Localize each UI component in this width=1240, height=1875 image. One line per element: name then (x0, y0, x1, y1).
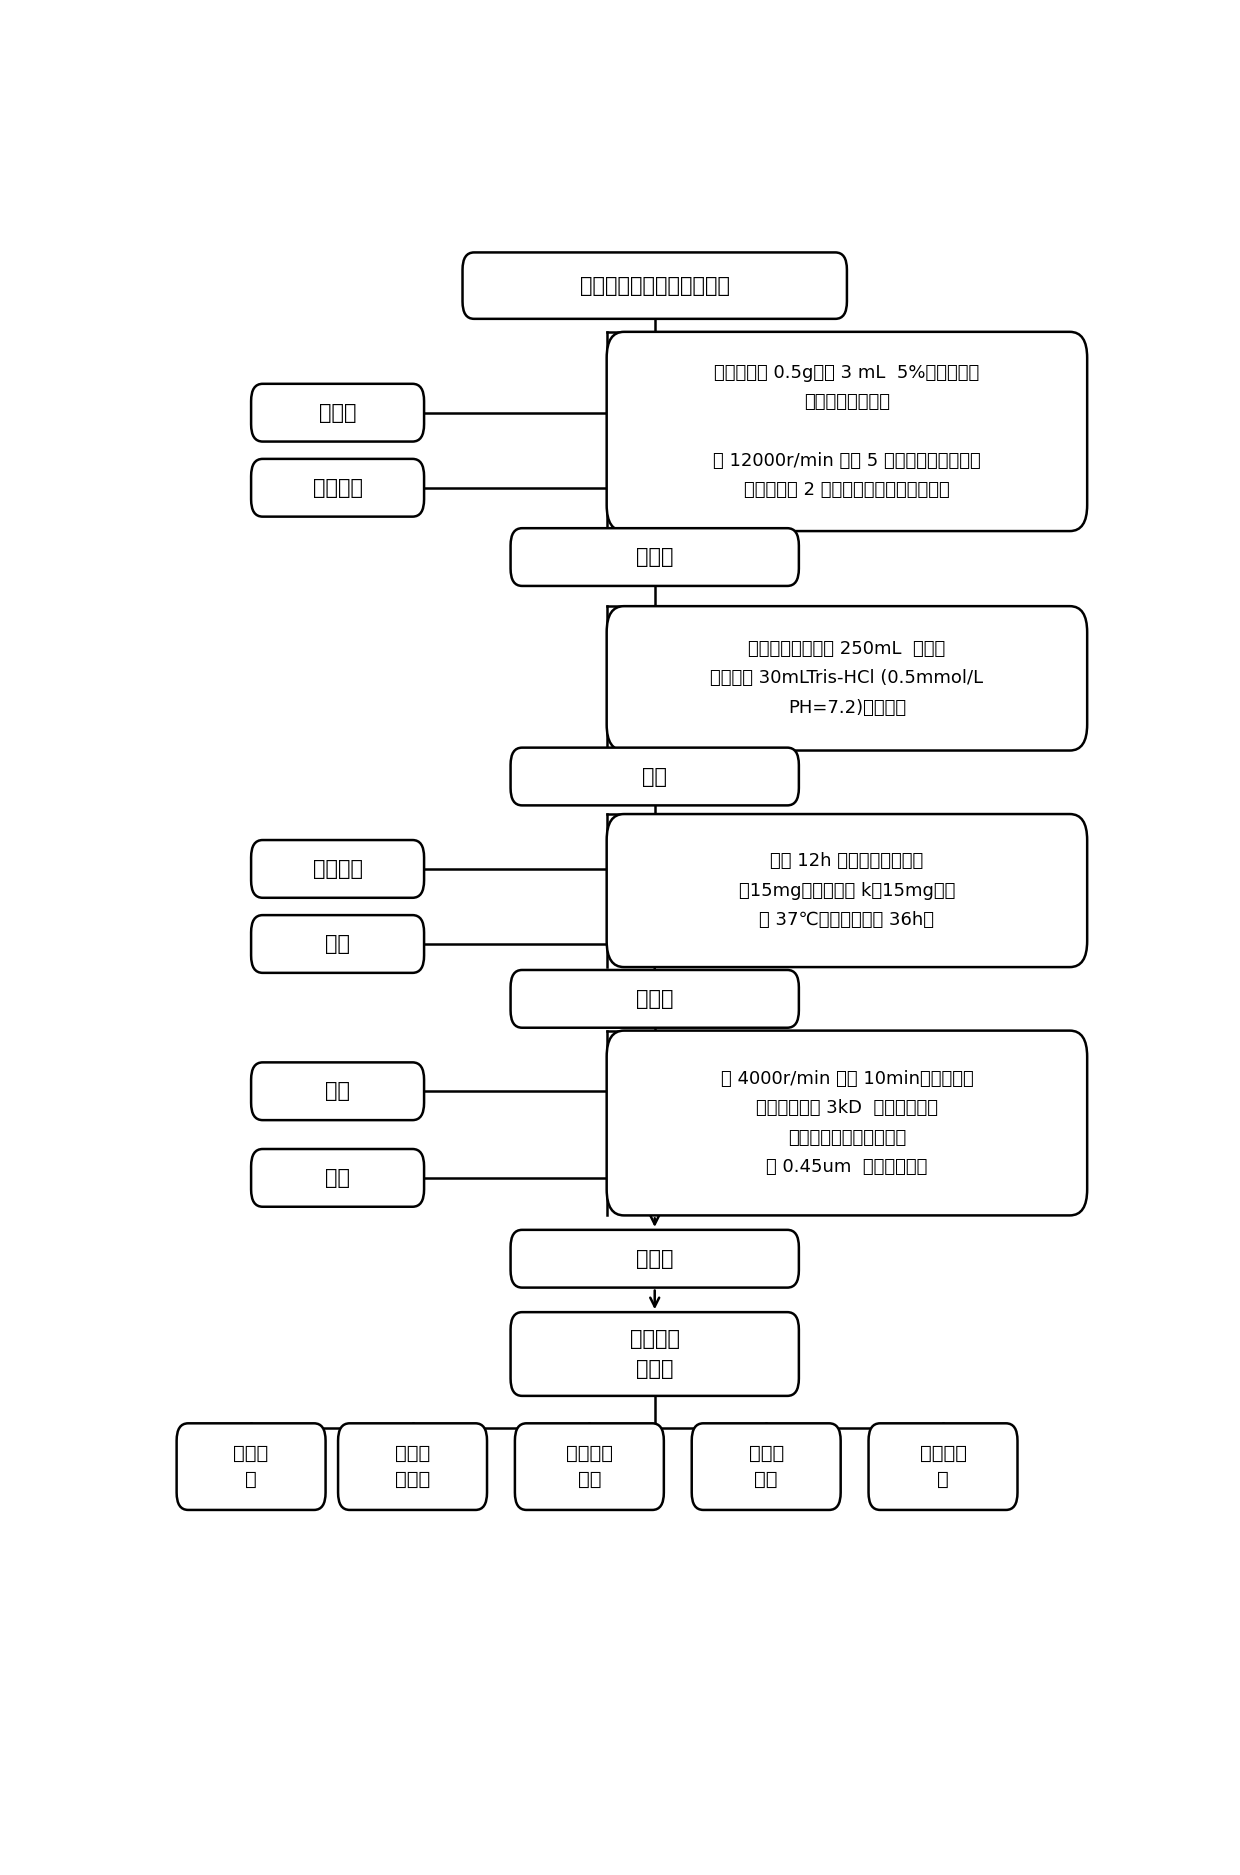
FancyBboxPatch shape (463, 253, 847, 319)
FancyBboxPatch shape (511, 529, 799, 585)
FancyBboxPatch shape (606, 332, 1087, 531)
Text: 离心: 离心 (325, 1082, 350, 1101)
FancyBboxPatch shape (250, 915, 424, 973)
FancyBboxPatch shape (511, 1230, 799, 1288)
FancyBboxPatch shape (692, 1423, 841, 1509)
Text: 粗提液: 粗提液 (636, 1249, 673, 1269)
Text: 超声处理: 超声处理 (312, 859, 362, 879)
FancyBboxPatch shape (511, 969, 799, 1028)
FancyBboxPatch shape (250, 459, 424, 518)
FancyBboxPatch shape (250, 840, 424, 898)
Text: 加硝酸: 加硝酸 (319, 403, 356, 422)
Text: 旋光仪
检测: 旋光仪 检测 (749, 1444, 784, 1489)
Text: 离心处理: 离心处理 (312, 478, 362, 497)
FancyBboxPatch shape (868, 1423, 1018, 1509)
Text: 薄层检测
与分析: 薄层检测 与分析 (630, 1329, 680, 1378)
Text: 称取各粉末 0.5g，加 3 mL  5%的硝酸，盖
上盖子剧烈摇晃。

以 12000r/min 离心 5 分钟，去除上清液，
用纯水洗涤 2 次后保留沉淀物: 称取各粉末 0.5g，加 3 mL 5%的硝酸，盖 上盖子剧烈摇晃。 以 120… (713, 364, 981, 499)
FancyBboxPatch shape (606, 814, 1087, 968)
FancyBboxPatch shape (515, 1423, 663, 1509)
FancyBboxPatch shape (606, 606, 1087, 750)
Text: 每隔 12h 依次加入胰蛋白酶
（15mg）、蛋白酶 k（15mg），
在 37℃下振荡酶解共 36h。: 每隔 12h 依次加入胰蛋白酶 （15mg）、蛋白酶 k（15mg）， 在 37… (739, 853, 955, 928)
Text: 北芪菇、黄芪、北芪菇菌粮: 北芪菇、黄芪、北芪菇菌粮 (580, 276, 729, 296)
FancyBboxPatch shape (250, 1149, 424, 1208)
FancyBboxPatch shape (511, 1312, 799, 1395)
FancyBboxPatch shape (511, 748, 799, 806)
FancyBboxPatch shape (339, 1423, 487, 1509)
Text: 熔点仪检
测: 熔点仪检 测 (920, 1444, 966, 1489)
FancyBboxPatch shape (606, 1031, 1087, 1215)
Text: 过滤: 过滤 (325, 1168, 350, 1189)
Text: 紫外含量
测定: 紫外含量 测定 (565, 1444, 613, 1489)
Text: 将沉淀物质转移到 250mL  锥行瓶
中，加入 30mLTris-HCl (0.5mmol/L
PH=7.2)缓冲液。: 将沉淀物质转移到 250mL 锥行瓶 中，加入 30mLTris-HCl (0.… (711, 639, 983, 716)
FancyBboxPatch shape (176, 1423, 326, 1509)
FancyBboxPatch shape (250, 384, 424, 441)
Text: 以 4000r/min 离心 10min，上清液用
截留分子量为 3kD  的超滤离心出
去蛋白酶及大分子物质。
用 0.45um  的滤膜过滤。: 以 4000r/min 离心 10min，上清液用 截留分子量为 3kD 的超滤… (720, 1071, 973, 1176)
Text: 沉淀物: 沉淀物 (636, 548, 673, 566)
Text: 质谱检
测: 质谱检 测 (233, 1444, 269, 1489)
Text: 溶液: 溶液 (642, 767, 667, 786)
FancyBboxPatch shape (250, 1063, 424, 1119)
Text: 加酶: 加酶 (325, 934, 350, 954)
Text: 酶解液: 酶解液 (636, 988, 673, 1009)
Text: 红外光
谱检测: 红外光 谱检测 (394, 1444, 430, 1489)
